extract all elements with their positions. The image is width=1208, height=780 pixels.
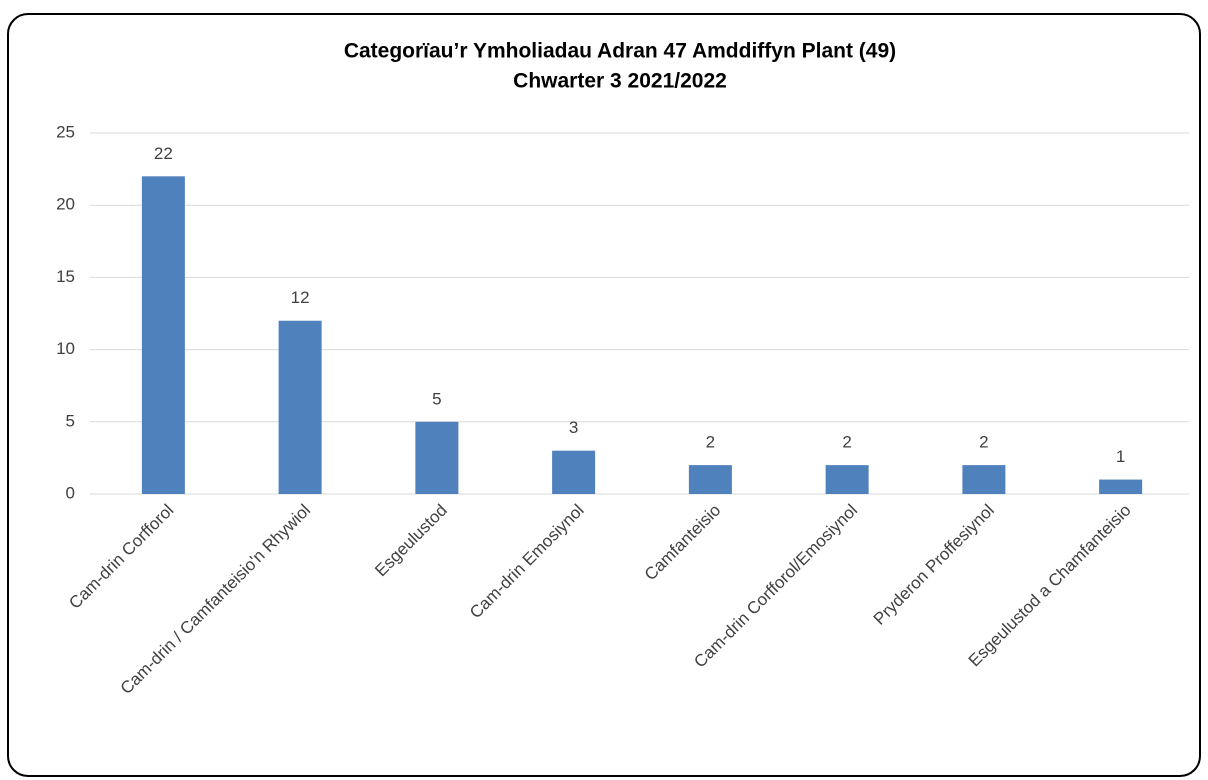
bar: [688, 465, 732, 494]
y-tick-label: 10: [56, 339, 75, 358]
bar: [141, 176, 185, 494]
y-tick-label: 0: [66, 483, 75, 502]
bar: [962, 465, 1006, 494]
chart-subtitle: Chwarter 3 2021/2022: [513, 70, 727, 93]
y-tick-label: 15: [56, 267, 75, 286]
data-label: 1: [1116, 447, 1125, 466]
data-label: 2: [842, 433, 851, 452]
chart-frame: [7, 13, 1201, 777]
data-label: 5: [432, 389, 441, 408]
data-label: 2: [706, 433, 715, 452]
data-label: 12: [291, 288, 310, 307]
bar: [825, 465, 869, 494]
bar: [552, 450, 596, 494]
data-label: 3: [569, 418, 578, 437]
bar: [1099, 479, 1143, 494]
data-label: 22: [154, 144, 173, 163]
data-label: 2: [979, 433, 988, 452]
bar: [278, 320, 322, 494]
bar: [415, 421, 459, 494]
y-tick-label: 5: [66, 411, 75, 430]
y-tick-label: 20: [56, 195, 75, 214]
y-tick-label: 25: [56, 122, 75, 141]
chart-title: Categorïau’r Ymholiadau Adran 47 Amddiff…: [344, 40, 896, 63]
